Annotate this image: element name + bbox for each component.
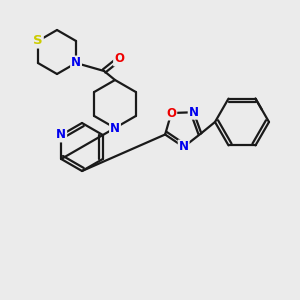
Text: O: O [166,106,176,119]
Text: N: N [189,106,199,119]
Text: N: N [56,128,66,142]
Text: S: S [33,34,43,47]
Text: N: N [110,122,120,134]
Text: O: O [114,52,124,65]
Text: N: N [179,140,189,154]
Text: N: N [71,56,81,70]
